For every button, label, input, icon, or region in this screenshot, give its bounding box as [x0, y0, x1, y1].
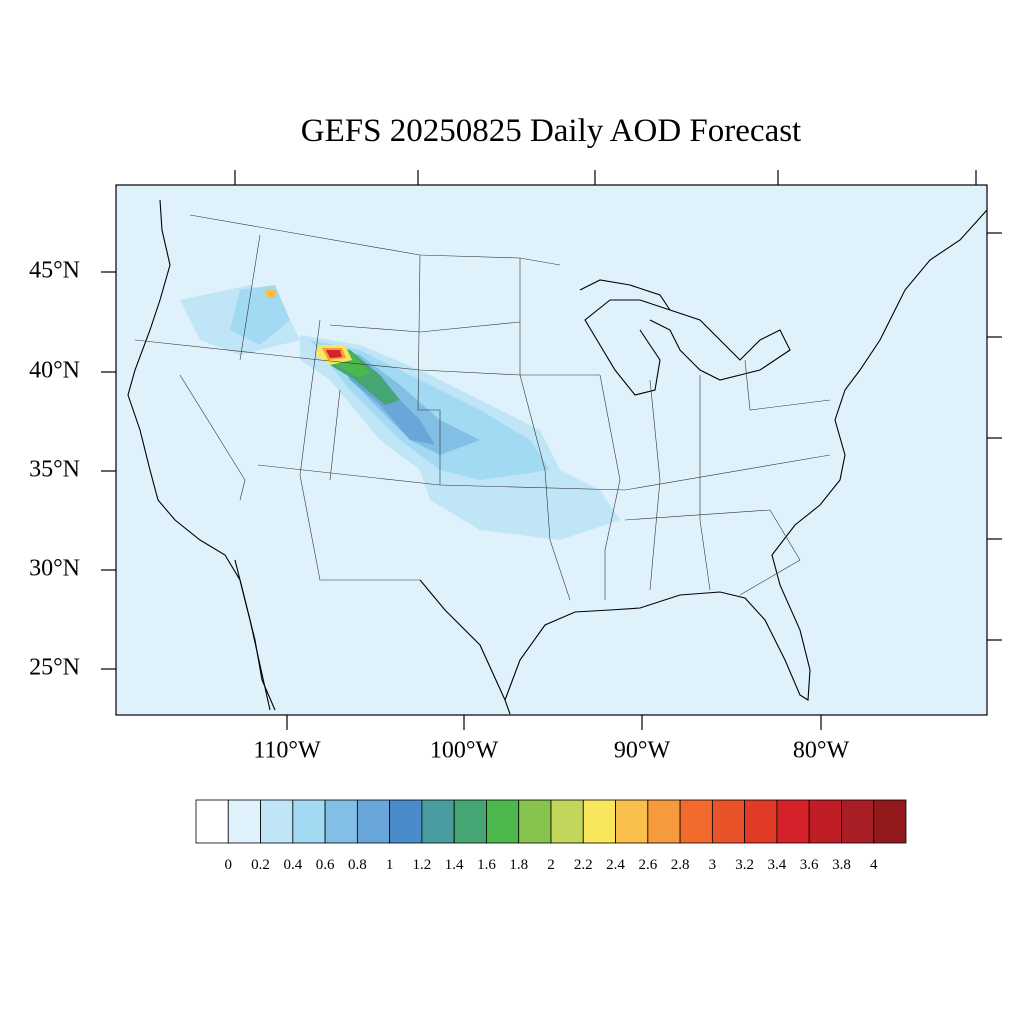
- lat-label: 40°N: [29, 358, 80, 384]
- colorbar-label: 0.4: [283, 857, 302, 873]
- colorbar-box: [292, 799, 326, 844]
- colorbar-label: 0: [225, 857, 233, 873]
- axis-labels: 45°N 40°N 35°N 30°N 25°N 110°W 100°W 90°W 80°W: [29, 258, 849, 764]
- colorbar-box: [808, 799, 842, 844]
- colorbar-box: [679, 799, 713, 844]
- colorbar-box: [486, 799, 520, 844]
- colorbar: 0 0.2 0.4 0.6 0.8 1 1.2 1.4 1.6 1.8 2 2.2 2.4 2.6 2.8 3…: [195, 799, 907, 873]
- map-frame: [115, 184, 988, 716]
- lat-label: 45°N: [29, 258, 80, 284]
- colorbar-label: 2.8: [671, 857, 690, 873]
- lat-label: 25°N: [29, 655, 80, 681]
- colorbar-box: [776, 799, 810, 844]
- colorbar-label: 3.6: [800, 857, 819, 873]
- colorbar-label: 2.4: [606, 857, 625, 873]
- colorbar-label: 0.2: [251, 857, 270, 873]
- colorbar-box: [356, 799, 391, 844]
- colorbar-label: 2.2: [574, 857, 593, 873]
- lon-label: 110°W: [253, 738, 321, 764]
- colorbar-box: [711, 799, 746, 844]
- colorbar-box: [744, 799, 778, 844]
- colorbar-box: [518, 799, 552, 844]
- colorbar-label: 2: [547, 857, 555, 873]
- colorbar-box: [421, 799, 455, 844]
- colorbar-label: 3.4: [768, 857, 787, 873]
- aod-region: [266, 290, 276, 298]
- colorbar-box: [582, 799, 616, 844]
- colorbar-label: 1.2: [413, 857, 432, 873]
- lat-label: 35°N: [29, 457, 80, 483]
- colorbar-label: 3.8: [832, 857, 851, 873]
- colorbar-box: [260, 799, 294, 844]
- lon-label: 100°W: [430, 738, 499, 764]
- colorbar-label: 1: [386, 857, 394, 873]
- map-title: GEFS 20250825 Daily AOD Forecast: [301, 113, 801, 149]
- aod-region: [326, 350, 342, 358]
- graticule-ticks: [101, 170, 1002, 730]
- colorbar-label: 3: [709, 857, 717, 873]
- colorbar-box: [841, 799, 875, 844]
- colorbar-box: [227, 799, 261, 844]
- coastlines: [127, 199, 988, 715]
- colorbar-label: 1.6: [477, 857, 496, 873]
- colorbar-label: 2.6: [638, 857, 657, 873]
- colorbar-box: [550, 799, 584, 844]
- lon-label: 90°W: [614, 738, 671, 764]
- colorbar-label: 1.4: [445, 857, 464, 873]
- lon-label: 80°W: [793, 738, 850, 764]
- colorbar-box: [324, 799, 358, 844]
- colorbar-box: [195, 799, 229, 844]
- colorbar-box: [389, 799, 423, 844]
- state-borders: [134, 214, 831, 601]
- colorbar-label: 0.6: [316, 857, 335, 873]
- colorbar-box: [873, 799, 907, 844]
- map-background: [116, 185, 987, 715]
- colorbar-label: 0.8: [348, 857, 367, 873]
- colorbar-label: 1.8: [509, 857, 528, 873]
- colorbar-box: [615, 799, 649, 844]
- colorbar-label: 4: [870, 857, 878, 873]
- colorbar-box: [453, 799, 487, 844]
- colorbar-box: [647, 799, 681, 844]
- colorbar-label: 3.2: [735, 857, 754, 873]
- lat-label: 30°N: [29, 556, 80, 582]
